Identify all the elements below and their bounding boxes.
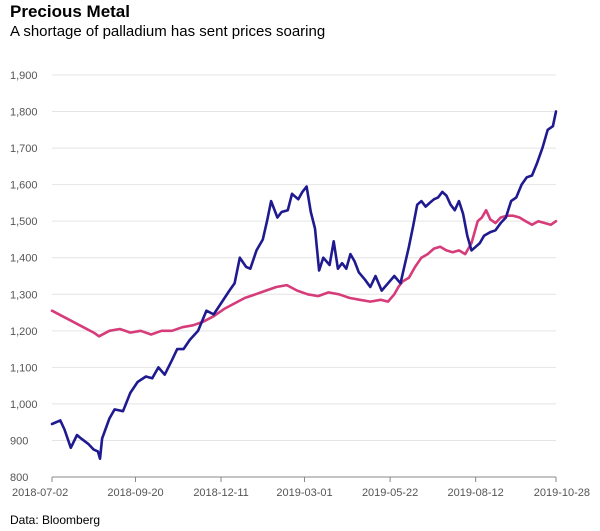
- y-tick-label: 1,900: [10, 70, 38, 82]
- y-tick-label: 1,600: [10, 180, 38, 192]
- y-tick-label: 800: [10, 472, 28, 484]
- series-line-palladium: [50, 110, 558, 461]
- y-axis: 800 900 1,000 1,100 1,200 1,300 1,400 1,500 1,60…: [10, 70, 38, 484]
- y-tick-label: 1,100: [10, 362, 38, 374]
- x-tick-label: 2019-08-12: [448, 487, 504, 499]
- chart-subtitle: A shortage of palladium has sent prices …: [10, 23, 326, 40]
- y-tick-label: 1,500: [10, 216, 38, 228]
- x-tick-label: 2018-07-02: [12, 487, 68, 499]
- series-line-gold: [50, 208, 558, 338]
- x-axis: 2018-07-02 2018-09-20 2018-12-11 2019-03-01…: [12, 476, 590, 499]
- y-tick-label: 1,000: [10, 399, 38, 411]
- x-tick-label: 2018-12-11: [193, 487, 248, 499]
- y-tick-label: 1,400: [10, 253, 38, 265]
- y-tick-label: 1,200: [10, 326, 38, 338]
- y-tick-label: 1,700: [10, 143, 38, 155]
- series-lines: [50, 110, 558, 461]
- y-tick-label: 1,300: [10, 289, 38, 301]
- chart-source: Data: Bloomberg: [10, 513, 101, 527]
- x-tick-label: 2019-05-22: [362, 487, 418, 499]
- y-tick-label: 1,800: [10, 107, 38, 119]
- y-tick-label: 900: [10, 435, 28, 447]
- chart-title: Precious Metal: [10, 2, 130, 21]
- x-tick-label: 2018-09-20: [107, 487, 163, 499]
- x-tick-label: 2019-03-01: [276, 487, 332, 499]
- x-tick-label: 2019-10-28: [534, 487, 590, 499]
- gridlines: [52, 74, 556, 441]
